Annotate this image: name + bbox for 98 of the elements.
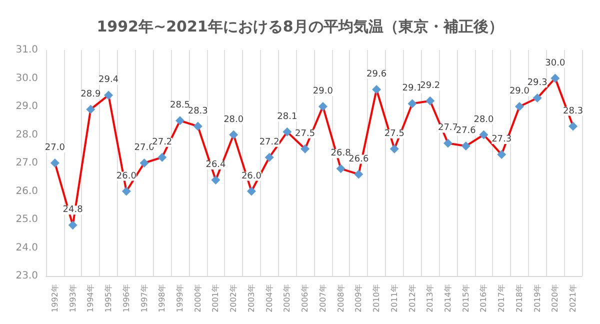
data-label: 29.1	[402, 84, 422, 94]
point	[514, 102, 524, 111]
x-tick-label: 2000年	[193, 284, 202, 312]
chart-title: 1992年~2021年における8月の平均気温（東京・補正後）	[96, 18, 504, 36]
y-tick-label: 25.0	[16, 214, 38, 225]
data-label: 29.2	[420, 80, 440, 91]
data-label: 27.2	[152, 137, 172, 148]
data-label: 29.0	[312, 86, 334, 96]
point	[444, 138, 452, 148]
point	[390, 144, 399, 154]
point	[246, 186, 256, 196]
data-label: 29.3	[527, 78, 548, 88]
x-tick-label: 2006年	[300, 284, 310, 312]
data-label: 28.3	[563, 106, 584, 116]
point	[122, 186, 131, 196]
data-label: 29.6	[366, 70, 387, 80]
y-tick-label: 26.0	[16, 186, 38, 197]
x-tick-label: 1993年	[68, 284, 78, 312]
point	[193, 122, 202, 131]
data-label: 27.3	[492, 134, 512, 145]
point	[229, 130, 238, 140]
x-tick-label: 2002年	[229, 284, 238, 312]
point	[264, 152, 274, 162]
x-tick-label: 2014年	[444, 284, 452, 312]
data-label: 29.0	[509, 86, 530, 96]
x-tick-label: 1998年	[158, 284, 167, 312]
data-label: 26.6	[348, 154, 369, 164]
x-tick-label: 2003年	[246, 284, 256, 312]
x-tick-label: 2019年	[532, 284, 542, 312]
x-tick-label: 2015年	[461, 284, 470, 312]
data-label: 28.0	[474, 114, 494, 125]
point	[426, 96, 435, 106]
data-label: 27.2	[259, 137, 280, 148]
y-tick-label: 28.0	[16, 129, 38, 140]
point	[479, 130, 488, 140]
point	[497, 150, 506, 160]
data-label: 26.0	[116, 171, 137, 182]
x-tick-label: 1996年	[122, 284, 131, 312]
y-tick-label: 23.0	[16, 270, 38, 282]
data-label: 30.0	[545, 58, 566, 68]
x-tick-label: 2017年	[497, 284, 506, 312]
x-tick-label: 2004年	[264, 284, 274, 312]
point	[86, 104, 96, 114]
point	[408, 99, 417, 108]
x-tick-label: 1997年	[140, 284, 149, 312]
x-tick-label: 2010年	[372, 284, 382, 312]
data-label: 28.5	[170, 100, 190, 111]
y-tick-label: 27.0	[16, 158, 38, 168]
data-label: 28.9	[80, 89, 101, 100]
x-tick-label: 2016年	[479, 284, 488, 312]
x-tick-label: 2011年	[390, 284, 399, 312]
x-tick-label: 1994年	[86, 284, 96, 312]
x-tick-label: 2005年	[282, 284, 292, 312]
point	[532, 94, 542, 103]
data-label: 27.5	[384, 128, 404, 139]
point	[372, 85, 382, 94]
x-tick-label: 2001年	[211, 284, 220, 312]
data-label: 27.0	[44, 143, 66, 153]
point	[461, 142, 470, 151]
x-tick-label: 1999年	[176, 284, 184, 312]
x-tick-label: 2021年	[568, 284, 578, 312]
point	[282, 127, 292, 136]
point	[140, 158, 149, 168]
point	[568, 122, 578, 131]
x-tick-label: 2007年	[318, 284, 328, 312]
point	[50, 158, 60, 168]
data-label: 26.8	[330, 148, 352, 159]
data-label: 28.3	[188, 106, 208, 116]
point	[211, 175, 220, 184]
point	[354, 170, 364, 179]
data-label: 27.5	[295, 128, 316, 139]
point	[336, 164, 346, 174]
point	[176, 116, 184, 126]
x-tick-label: 2020年	[550, 284, 560, 312]
y-tick-label: 29.0	[16, 101, 38, 112]
x-tick-label: 1992年	[50, 284, 60, 312]
data-label: 28.1	[277, 112, 298, 122]
data-label: 27.6	[456, 126, 476, 136]
x-tick-label: 2012年	[408, 284, 417, 312]
point	[68, 220, 78, 230]
point	[104, 90, 114, 100]
data-label: 28.0	[224, 114, 244, 125]
data-label: 29.4	[98, 75, 119, 86]
data-label: 26.0	[241, 171, 262, 182]
data-label: 24.8	[62, 205, 84, 216]
point	[158, 152, 167, 162]
y-tick-label: 24.0	[16, 242, 38, 254]
x-tick-label: 2008年	[336, 284, 346, 312]
x-tick-label: 1995年	[104, 284, 114, 312]
point	[550, 74, 560, 83]
point	[300, 144, 310, 154]
x-tick-label: 2018年	[514, 284, 524, 312]
point	[318, 102, 328, 111]
x-tick-label: 2009年	[354, 284, 364, 312]
x-tick-label: 2013年	[426, 284, 435, 312]
y-tick-label: 31.0	[16, 44, 38, 56]
y-tick-label: 30.0	[16, 72, 38, 84]
data-label: 26.4	[206, 160, 226, 170]
